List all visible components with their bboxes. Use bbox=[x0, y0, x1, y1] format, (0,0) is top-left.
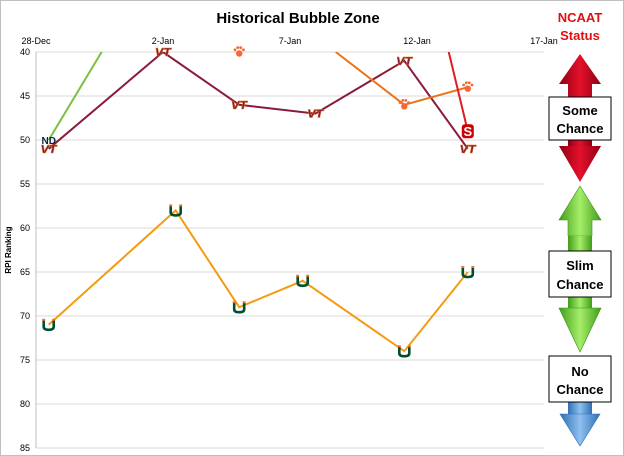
x-tick-label-1: 2-Jan bbox=[152, 36, 175, 46]
y-tick-label-40: 40 bbox=[20, 47, 30, 57]
series-line-clemson-line-top bbox=[335, 52, 405, 106]
marker-clemson-early-0 bbox=[233, 46, 245, 57]
marker-clemson-0 bbox=[398, 99, 410, 110]
status-title-line2: Status bbox=[560, 28, 600, 43]
marker-virginia-tech-4: VT bbox=[396, 55, 414, 69]
no-chance-arrow bbox=[559, 402, 601, 447]
y-tick-label-55: 55 bbox=[20, 179, 30, 189]
marker-clemson-early-0-toe2 bbox=[239, 46, 243, 49]
marker-clemson-early-0-toe0 bbox=[233, 48, 237, 52]
marker-clemson-early-0-toe3 bbox=[242, 48, 245, 52]
marker-miami-5-green bbox=[461, 267, 475, 279]
marker-miami-3 bbox=[296, 274, 310, 288]
marker-clemson-1 bbox=[462, 81, 474, 92]
series-line-notre-dame bbox=[47, 52, 103, 141]
y-tick-label-80: 80 bbox=[20, 399, 30, 409]
zone-slim-line1: Slim bbox=[566, 258, 593, 273]
red-arrow-up-head bbox=[559, 54, 601, 100]
gridlines bbox=[35, 51, 544, 449]
chart-title: Historical Bubble Zone bbox=[216, 10, 379, 27]
series-line-miami bbox=[48, 208, 469, 353]
zone-label-no-chance: No Chance bbox=[548, 355, 612, 403]
marker-virginia-tech-5: VT bbox=[460, 143, 478, 157]
marker-miami-3-green bbox=[296, 275, 309, 288]
marker-miami-1 bbox=[169, 204, 183, 217]
marker-miami-0 bbox=[42, 318, 56, 332]
marker-virginia-tech-1-text: VT bbox=[155, 46, 173, 59]
marker-nc-state-1: S bbox=[461, 124, 474, 139]
marker-miami-4-green bbox=[398, 346, 411, 358]
marker-notre-dame-0: ND bbox=[41, 136, 55, 147]
marker-virginia-tech-2-text: VT bbox=[231, 99, 249, 112]
y-tick-label-85: 85 bbox=[20, 443, 30, 453]
zone-some-line2: Chance bbox=[557, 121, 604, 136]
marker-clemson-0-toe1 bbox=[401, 99, 405, 102]
marker-nc-state-1-text: S bbox=[463, 124, 472, 139]
y-tick-label-70: 70 bbox=[20, 311, 30, 321]
series-line-virginia-tech bbox=[48, 52, 469, 150]
marker-layer: VT VT VT VT VT VT S ND bbox=[40, 46, 478, 358]
y-tick-label-50: 50 bbox=[20, 135, 30, 145]
marker-virginia-tech-0: VT bbox=[40, 143, 59, 157]
zone-label-some-chance: Some Chance bbox=[548, 96, 612, 141]
x-tick-label-3: 12-Jan bbox=[403, 36, 431, 46]
zone-no-line2: Chance bbox=[557, 382, 604, 397]
marker-miami-1-green bbox=[169, 205, 182, 217]
marker-clemson-0-toe0 bbox=[398, 101, 402, 104]
y-axis-ticks: 40 45 50 55 60 65 70 75 80 85 bbox=[20, 47, 30, 453]
marker-virginia-tech-4-text: VT bbox=[396, 55, 414, 68]
marker-miami-4 bbox=[397, 345, 411, 358]
marker-virginia-tech-3: VT bbox=[307, 107, 325, 121]
marker-virginia-tech-0-text: VT bbox=[41, 143, 59, 156]
marker-clemson-0-pad bbox=[401, 103, 408, 110]
marker-clemson-1-pad bbox=[464, 85, 471, 92]
marker-nc-state-1-block bbox=[461, 124, 474, 139]
status-title-line1: NCAAT bbox=[558, 10, 603, 25]
series-layer bbox=[47, 52, 469, 353]
marker-clemson-0-toe2 bbox=[404, 99, 408, 102]
slim-chance-arrow bbox=[558, 185, 602, 353]
marker-clemson-1-toe0 bbox=[462, 83, 465, 87]
y-tick-label-45: 45 bbox=[20, 91, 30, 101]
x-tick-label-2: 7-Jan bbox=[279, 36, 302, 46]
marker-miami-2 bbox=[232, 301, 246, 314]
marker-virginia-tech-2: VT bbox=[231, 99, 249, 113]
marker-virginia-tech-1: VT bbox=[155, 46, 173, 60]
x-tick-label-4: 17-Jan bbox=[530, 36, 558, 46]
blue-arrow-shaft bbox=[568, 402, 592, 416]
blue-arrow-down-head bbox=[559, 413, 601, 447]
x-axis-ticks: 28-Dec 2-Jan 7-Jan 12-Jan 17-Jan bbox=[21, 36, 557, 46]
marker-miami-5 bbox=[461, 266, 475, 279]
y-tick-label-60: 60 bbox=[20, 223, 30, 233]
x-tick-label-0: 28-Dec bbox=[21, 36, 51, 46]
y-tick-label-75: 75 bbox=[20, 355, 30, 365]
marker-clemson-1-toe3 bbox=[470, 83, 474, 87]
marker-virginia-tech-3-text: VT bbox=[307, 108, 325, 121]
marker-miami-0-green bbox=[42, 319, 55, 332]
y-axis-label: RPI Ranking bbox=[4, 226, 13, 273]
marker-clemson-0-toe3 bbox=[407, 101, 410, 104]
zone-label-slim-chance: Slim Chance bbox=[548, 250, 612, 298]
marker-virginia-tech-5-text: VT bbox=[460, 143, 478, 156]
marker-clemson-1-toe1 bbox=[464, 81, 468, 85]
series-line-nc-state bbox=[447, 52, 469, 132]
marker-clemson-1-toe2 bbox=[467, 81, 471, 85]
marker-clemson-early-0-toe1 bbox=[236, 46, 240, 49]
y-tick-label-65: 65 bbox=[20, 267, 30, 277]
zone-no-line1: No bbox=[571, 364, 588, 379]
red-arrow-down-head bbox=[559, 146, 601, 182]
zone-slim-line2: Chance bbox=[557, 277, 604, 292]
marker-miami-2-green bbox=[232, 302, 246, 314]
green-arrow-down-head bbox=[558, 307, 602, 353]
zone-some-line1: Some bbox=[562, 103, 597, 118]
marker-clemson-early-0-pad bbox=[236, 50, 243, 57]
